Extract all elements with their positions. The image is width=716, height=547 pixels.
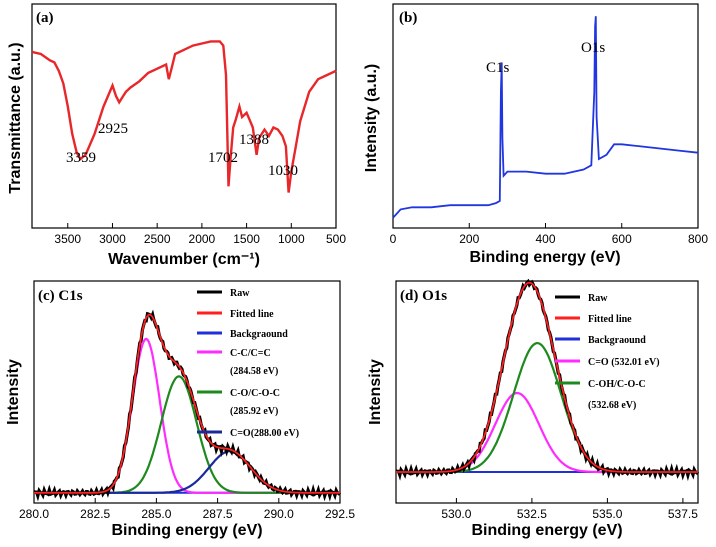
fitted-line xyxy=(396,281,698,473)
panel-a: (a) 3500 3000 2500 2000 1500 1000 500 3359 292… xyxy=(7,3,346,268)
x-tick-label: 285.0 xyxy=(141,507,171,521)
raw-line xyxy=(33,309,342,502)
legend-background: Backgraound xyxy=(588,335,646,346)
x-tick-label: 3000 xyxy=(99,232,126,246)
panel-b-ylabel: Intensity (a.u.) xyxy=(363,64,380,172)
panel-a-ylabel: Transmittance (a.u.) xyxy=(7,42,24,193)
peak-label-c1s: C1s xyxy=(486,60,510,76)
panel-c-ticks: 280.0 282.5 285.0 287.5 290.0 292.5 xyxy=(19,498,355,521)
peak-label-3359: 3359 xyxy=(66,150,96,166)
legend-raw: Raw xyxy=(588,293,608,304)
legend-fitted: Fitted line xyxy=(230,309,274,320)
panel-b-label: (b) xyxy=(399,10,417,26)
legend-background: Backgraound xyxy=(230,329,288,340)
peak-label-1388: 1388 xyxy=(239,132,269,148)
legend-ceqo: C=O(288.00 eV) xyxy=(230,428,299,439)
x-tick-label: 2500 xyxy=(144,232,171,246)
fitted-line xyxy=(34,313,340,494)
panel-c: (c) C1s 280.0 282.5 285.0 287.5 290.0 292.5 R… xyxy=(5,280,355,539)
x-tick-label: 500 xyxy=(326,232,346,246)
panel-a-ticks: 3500 3000 2500 2000 1500 1000 500 xyxy=(54,223,346,246)
panel-d-frame xyxy=(395,280,699,504)
peak-label-2925: 2925 xyxy=(98,121,128,137)
panel-b: (b) 0 200 400 600 800 C1s O1s Binding energy… xyxy=(363,3,708,266)
x-tick-label: 0 xyxy=(390,232,397,246)
ftir-line xyxy=(31,40,337,193)
panel-c-legend: Raw Fitted line Backgraound C-C/C=C (284… xyxy=(197,288,299,439)
panel-a-xlabel: Wavenumber (cm⁻¹) xyxy=(108,251,260,268)
x-tick-label: 1000 xyxy=(278,232,305,246)
panel-b-xlabel: Binding energy (eV) xyxy=(469,249,620,266)
peak-label-o1s: O1s xyxy=(581,40,605,56)
panel-d-xlabel: Binding energy (eV) xyxy=(471,522,622,539)
legend-fitted: Fitted line xyxy=(588,314,632,325)
panel-d-curves xyxy=(395,278,700,482)
panel-c-curves xyxy=(33,309,342,502)
x-tick-label: 535.0 xyxy=(592,507,622,521)
x-tick-label: 600 xyxy=(612,232,632,246)
panel-a-frame xyxy=(31,3,337,229)
panel-d-ylabel: Intensity xyxy=(367,359,384,425)
panel-b-frame xyxy=(392,3,699,229)
panel-d-label: (d) O1s xyxy=(400,288,447,304)
legend-cc: C-C/C=C xyxy=(230,348,271,359)
x-tick-label: 800 xyxy=(688,232,708,246)
component-c-c-c-c xyxy=(34,337,340,494)
x-tick-label: 532.5 xyxy=(517,507,547,521)
panel-d-legend: Raw Fitted line Backgraound C=O (532.01 … xyxy=(555,293,660,411)
raw-line xyxy=(395,278,700,482)
legend-cc-energy: (284.58 eV) xyxy=(230,366,278,377)
panel-c-label: (c) C1s xyxy=(38,288,83,304)
x-tick-label: 292.5 xyxy=(325,507,355,521)
peak-label-1702: 1702 xyxy=(208,150,238,166)
panel-c-frame xyxy=(33,280,341,504)
x-tick-label: 287.5 xyxy=(203,507,233,521)
x-tick-label: 280.0 xyxy=(19,507,49,521)
x-tick-label: 530.0 xyxy=(441,507,471,521)
panel-a-label: (a) xyxy=(36,10,54,26)
panel-d-ticks: 530.0 532.5 535.0 537.5 xyxy=(441,498,698,521)
x-tick-label: 290.0 xyxy=(264,507,294,521)
x-tick-label: 537.5 xyxy=(668,507,698,521)
legend-co-energy: (285.92 eV) xyxy=(230,406,278,417)
legend-coh-energy: (532.68 eV) xyxy=(588,400,636,411)
x-tick-label: 400 xyxy=(535,232,555,246)
x-tick-label: 3500 xyxy=(54,232,81,246)
legend-coh: C-OH/C-O-C xyxy=(588,379,646,390)
panel-b-ticks: 0 200 400 600 800 xyxy=(390,223,708,246)
x-tick-label: 282.5 xyxy=(80,507,110,521)
x-tick-label: 1500 xyxy=(233,232,260,246)
component-c-o xyxy=(396,391,698,474)
peak-label-1030: 1030 xyxy=(268,163,298,179)
legend-raw: Raw xyxy=(230,288,250,299)
legend-ceqo: C=O (532.01 eV) xyxy=(588,357,660,368)
x-tick-label: 2000 xyxy=(189,232,216,246)
panel-c-ylabel: Intensity xyxy=(5,359,22,425)
component-c-o xyxy=(34,450,340,494)
panel-d: (d) O1s 530.0 532.5 535.0 537.5 Raw Fitted … xyxy=(367,278,700,539)
x-tick-label: 200 xyxy=(459,232,479,246)
survey-line xyxy=(392,16,699,219)
panel-c-xlabel: Binding energy (eV) xyxy=(111,522,262,539)
legend-co: C-O/C-O-C xyxy=(230,388,280,399)
